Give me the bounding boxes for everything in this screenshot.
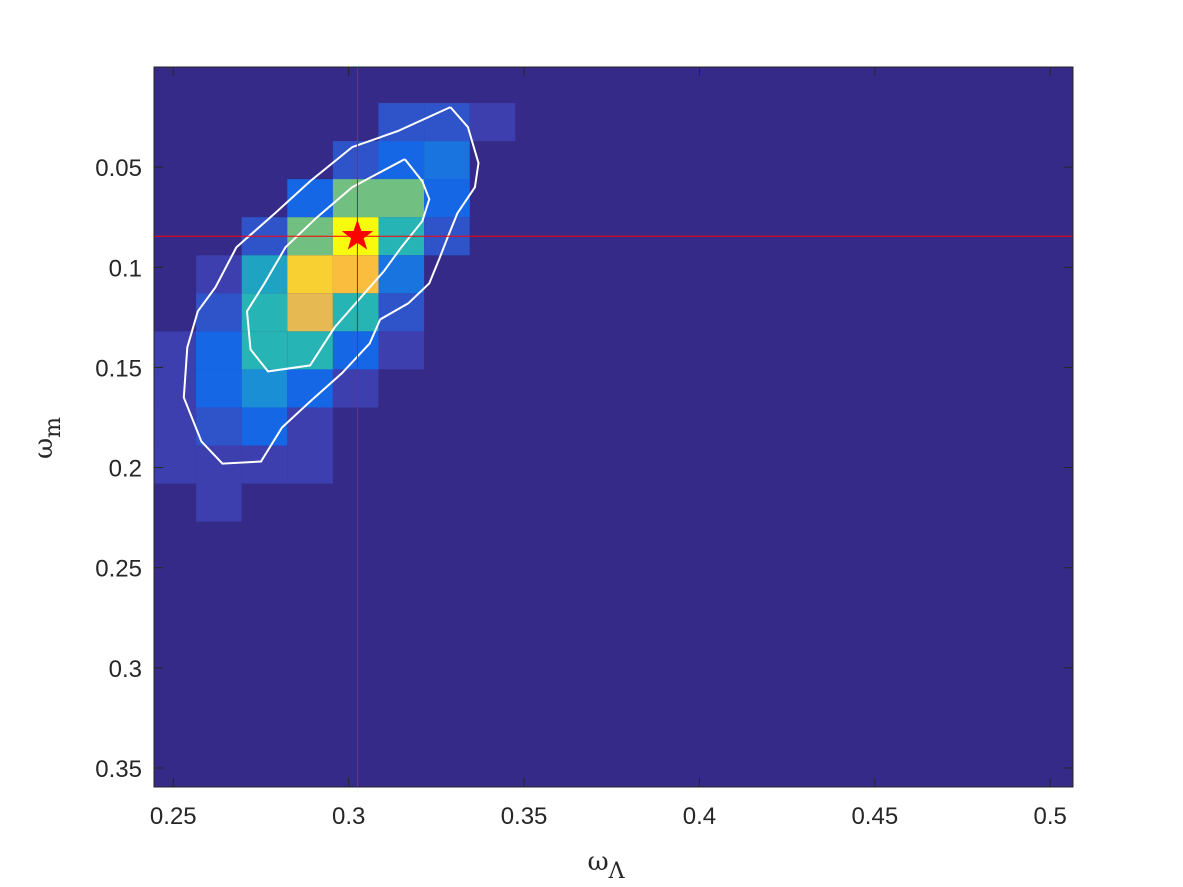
heatmap-cells [154, 103, 516, 522]
y-tick-label: 0.2 [109, 456, 142, 483]
x-axis-label: ωΛ [587, 847, 625, 884]
heatmap-cell [241, 369, 288, 408]
heatmap-cell [378, 293, 425, 332]
x-tick-label: 0.35 [501, 803, 548, 830]
heatmap-cell [196, 255, 242, 294]
heatmap-cell [378, 331, 425, 370]
heatmap-cell [196, 445, 242, 484]
heatmap-cell [378, 255, 425, 294]
heatmap-cell [196, 369, 242, 408]
x-axis-label-subscript: Λ [608, 859, 626, 884]
y-axis-label-subscript: m [41, 417, 66, 438]
heatmap-cell [287, 293, 333, 332]
y-tick-label: 0.15 [95, 355, 142, 382]
heatmap-cell [241, 407, 288, 446]
x-tick-label: 0.4 [683, 803, 716, 830]
x-tick-label: 0.5 [1034, 803, 1067, 830]
heatmap-cell [196, 293, 242, 332]
heatmap-cell [154, 445, 197, 484]
heatmap-cell [287, 331, 333, 370]
plot-area [154, 67, 1073, 787]
x-tick-label: 0.3 [332, 803, 365, 830]
heatmap-cell [154, 407, 197, 446]
axes: 0.25 0.3 0.35 0.4 0.45 0.5 0.05 0.1 0.15 0.2 0.25 0… [95, 66, 1074, 830]
best-fit-star-marker [341, 219, 374, 250]
contour-inner [245, 158, 431, 373]
heatmap-cell [332, 255, 379, 294]
heatmap-cell [154, 369, 197, 408]
heatmap-cell [424, 141, 470, 180]
y-axis-label: ωm [29, 417, 66, 459]
heatmap-cell [287, 255, 333, 294]
heatmap-cell [287, 407, 333, 446]
heatmap-cell [241, 255, 288, 294]
y-tick-label: 0.1 [109, 255, 142, 282]
x-tick-label: 0.45 [851, 803, 898, 830]
heatmap-cell [287, 179, 333, 218]
contour-outer [182, 106, 480, 465]
heatmap-cell [332, 293, 379, 332]
y-tick-label: 0.05 [95, 155, 142, 182]
heatmap-cell [332, 331, 379, 370]
heatmap-cell [196, 331, 242, 370]
heatmap-cell [241, 293, 288, 332]
heatmap-cell [469, 103, 516, 142]
heatmap-cell [241, 445, 288, 484]
heatmap-cell [424, 179, 470, 218]
x-tick-label: 0.25 [150, 803, 197, 830]
heatmap-cell [196, 483, 242, 522]
heatmap-cell [196, 407, 242, 446]
axes-box [153, 66, 1074, 788]
y-tick-label: 0.25 [95, 556, 142, 583]
heatmap-cell [378, 179, 425, 218]
y-tick-label: 0.3 [109, 656, 142, 683]
heatmap-cell [332, 141, 379, 180]
heatmap-cell [154, 331, 197, 370]
heatmap-cell [287, 445, 333, 484]
y-tick-label: 0.35 [95, 756, 142, 783]
